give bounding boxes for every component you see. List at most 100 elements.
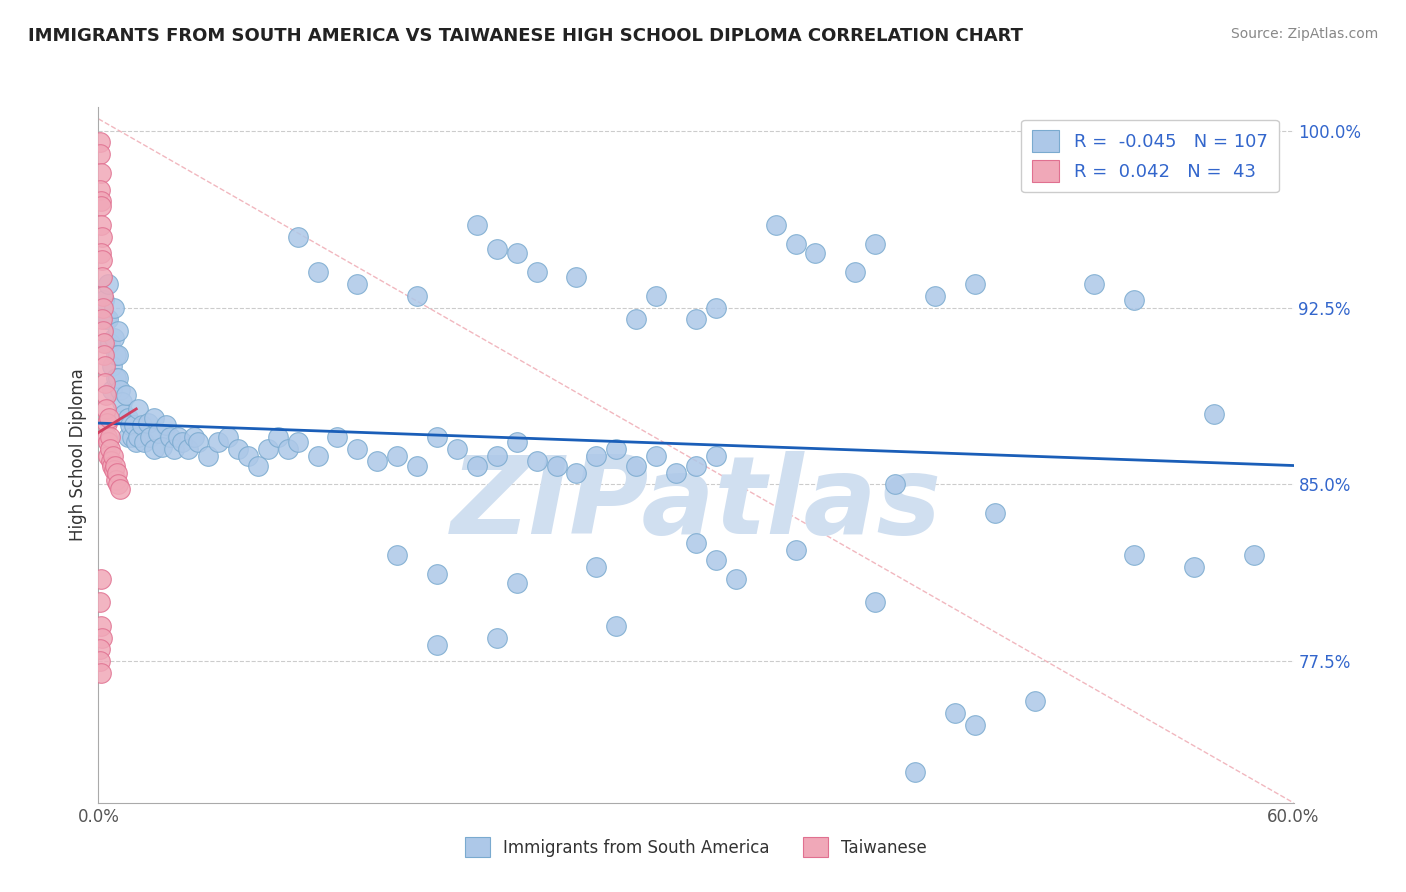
Point (131, 418, 153, 433)
Point (155, 418, 177, 433)
Point (865, 595, 887, 609)
Point (117, 430, 139, 444)
Point (163, 442, 186, 456)
Point (89, 183, 111, 197)
Point (96, 416, 118, 430)
Point (89, 642, 111, 657)
Point (89, 654, 111, 668)
Point (107, 324, 129, 338)
Point (426, 638, 449, 652)
Point (287, 229, 309, 244)
Point (626, 458, 648, 473)
Point (236, 449, 259, 463)
Point (183, 430, 205, 444)
Point (246, 458, 269, 473)
Point (91, 631, 114, 645)
Point (446, 442, 468, 456)
Point (97, 277, 120, 291)
Point (98, 442, 122, 456)
Point (267, 430, 290, 444)
Point (704, 301, 727, 315)
Point (485, 449, 508, 463)
Point (943, 706, 966, 721)
Point (217, 430, 239, 444)
Point (90, 166, 112, 180)
Point (385, 449, 409, 463)
Point (187, 434, 209, 449)
Point (256, 442, 278, 456)
Point (207, 434, 229, 449)
Point (104, 458, 127, 473)
Point (645, 449, 668, 463)
Point (605, 619, 627, 633)
Point (127, 401, 149, 416)
Point (107, 371, 129, 385)
Point (90, 229, 112, 244)
Point (704, 553, 727, 567)
Point (685, 312, 707, 326)
Point (465, 218, 488, 232)
Point (645, 289, 668, 303)
Point (97, 434, 120, 449)
Point (96, 430, 118, 444)
Point (565, 466, 588, 480)
Point (626, 312, 648, 326)
Point (120, 418, 142, 433)
Point (93, 293, 115, 308)
Point (100, 454, 122, 468)
Point (91, 312, 114, 326)
Point (785, 543, 807, 558)
Point (1123, 293, 1146, 308)
Point (1123, 548, 1146, 562)
Point (1243, 548, 1265, 562)
Point (105, 466, 128, 480)
Point (136, 416, 159, 430)
Point (1083, 277, 1105, 291)
Point (94, 388, 117, 402)
Point (89, 595, 111, 609)
Point (724, 572, 747, 586)
Point (105, 348, 128, 362)
Legend: Immigrants from South America, Taiwanese: Immigrants from South America, Taiwanese (458, 830, 934, 864)
Point (143, 442, 166, 456)
Point (97, 312, 120, 326)
Point (143, 411, 166, 425)
Point (506, 246, 529, 260)
Point (326, 430, 349, 444)
Point (1202, 407, 1225, 421)
Point (406, 289, 429, 303)
Point (172, 434, 194, 449)
Point (148, 425, 170, 440)
Point (98, 411, 121, 425)
Point (101, 458, 124, 473)
Point (101, 359, 124, 374)
Point (485, 242, 508, 256)
Point (406, 458, 429, 473)
Point (585, 560, 607, 574)
Point (90, 572, 112, 586)
Point (346, 277, 368, 291)
Point (110, 482, 132, 496)
Point (865, 236, 887, 251)
Point (426, 567, 449, 582)
Point (96, 312, 118, 326)
Point (103, 331, 125, 345)
Point (685, 458, 707, 473)
Point (307, 449, 329, 463)
Point (96, 401, 118, 416)
Point (125, 434, 148, 449)
Point (546, 458, 568, 473)
Point (110, 383, 132, 397)
Point (93, 335, 115, 350)
Point (385, 548, 409, 562)
Point (89, 136, 111, 150)
Point (96, 335, 118, 350)
Point (665, 466, 688, 480)
Point (90, 666, 112, 681)
Point (94, 376, 117, 390)
Point (366, 454, 388, 468)
Point (90, 218, 112, 232)
Point (91, 269, 114, 284)
Point (115, 388, 138, 402)
Y-axis label: High School Diploma: High School Diploma (69, 368, 87, 541)
